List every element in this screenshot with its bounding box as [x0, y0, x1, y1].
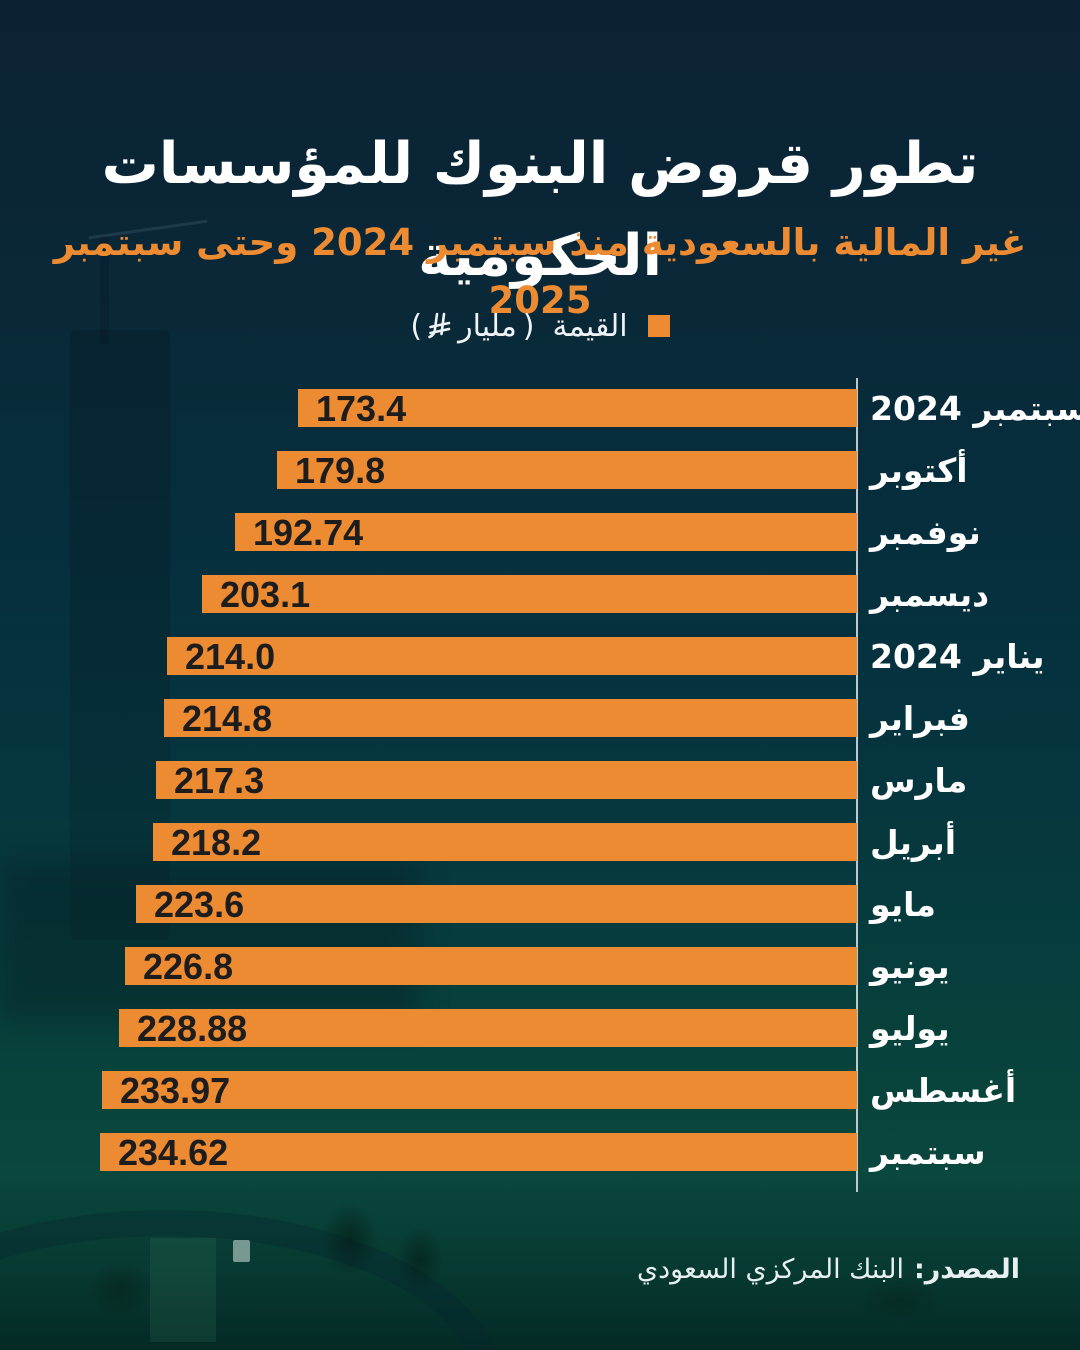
chart-row: 223.6 مايو — [0, 885, 1080, 947]
category-label: أغسطس — [870, 1070, 1017, 1110]
bar-value-label: 217.3 — [174, 760, 265, 801]
bar: 223.6 — [136, 884, 857, 925]
chart-row: 233.97 أغسطس — [0, 1071, 1080, 1133]
bar-value-label: 192.74 — [253, 512, 364, 553]
background-small-sign — [233, 1240, 250, 1262]
source-value: البنك المركزي السعودي — [636, 1254, 904, 1285]
bar: 234.62 — [100, 1132, 857, 1173]
chart-row: 203.1 ديسمبر — [0, 575, 1080, 637]
bar-chart-rows: 173.4 سبتمبر 2024 179.8 أكتوبر 192.74 نو… — [0, 389, 1080, 1195]
page-title: تطور قروض البنوك للمؤسسات الحكومية — [101, 131, 979, 289]
bar: 179.8 — [277, 450, 857, 491]
bar: 226.8 — [125, 946, 857, 987]
source-label: المصدر: — [913, 1254, 1020, 1285]
bar: 228.88 — [119, 1008, 857, 1049]
bar-value-label: 226.8 — [143, 946, 234, 987]
saudi-riyal-icon — [428, 312, 451, 339]
legend-color-swatch — [647, 315, 670, 337]
bar: 233.97 — [102, 1070, 857, 1111]
chart-axis-line — [856, 378, 858, 1192]
bar-value-label: 173.4 — [316, 388, 407, 429]
source-line: المصدر: البنك المركزي السعودي — [637, 1254, 1020, 1285]
category-label: يناير 2024 — [870, 636, 1045, 676]
bar-value-label: 203.1 — [220, 574, 311, 615]
bar-chart: 173.4 سبتمبر 2024 179.8 أكتوبر 192.74 نو… — [0, 389, 1080, 1195]
legend-series-name: القيمة — [552, 308, 628, 344]
bar-value-label: 179.8 — [295, 450, 386, 491]
chart-row: 228.88 يوليو — [0, 1009, 1080, 1071]
category-label: يونيو — [870, 946, 950, 986]
legend-unit: مليار — [458, 308, 517, 344]
chart-row: 179.8 أكتوبر — [0, 451, 1080, 513]
chart-row: 218.2 أبريل — [0, 823, 1080, 885]
page-subtitle: غير المالية بالسعودية منذ سبتمبر 2024 وح… — [53, 221, 1027, 322]
category-label: ديسمبر — [870, 574, 990, 614]
background-road-arc — [0, 1210, 502, 1350]
bar: 214.0 — [167, 636, 857, 677]
chart-row: 173.4 سبتمبر 2024 — [0, 389, 1080, 451]
bar: 192.74 — [235, 512, 857, 553]
category-label: أكتوبر — [870, 450, 968, 490]
bar: 217.3 — [156, 760, 857, 801]
bar-value-label: 234.62 — [118, 1132, 229, 1173]
bar-value-label: 218.2 — [171, 822, 262, 863]
bar-value-label: 214.8 — [182, 698, 273, 739]
bar: 203.1 — [202, 574, 857, 615]
chart-row: 214.0 يناير 2024 — [0, 637, 1080, 699]
legend-open-paren: ( — [410, 308, 423, 344]
bar-value-label: 214.0 — [185, 636, 276, 677]
bar-value-label: 228.88 — [137, 1008, 248, 1049]
bar: 218.2 — [153, 822, 857, 863]
background-billboard — [150, 1238, 216, 1342]
chart-row: 214.8 فبراير — [0, 699, 1080, 761]
chart-legend: ( مليار ) القيمة — [0, 300, 1080, 352]
category-label: سبتمبر — [870, 1132, 986, 1172]
bar: 173.4 — [298, 388, 857, 429]
chart-row: 234.62 سبتمبر — [0, 1133, 1080, 1195]
category-label: أبريل — [870, 822, 957, 862]
bar-value-label: 223.6 — [154, 884, 245, 925]
category-label: نوفمبر — [870, 512, 981, 552]
category-label: يوليو — [870, 1008, 950, 1048]
category-label: فبراير — [870, 698, 970, 738]
category-label: مارس — [870, 760, 968, 800]
chart-row: 226.8 يونيو — [0, 947, 1080, 1009]
chart-row: 217.3 مارس — [0, 761, 1080, 823]
bar: 214.8 — [164, 698, 857, 739]
category-label: مايو — [870, 884, 936, 924]
bar-value-label: 233.97 — [120, 1070, 231, 1111]
category-label: سبتمبر 2024 — [870, 388, 1080, 428]
legend-close-paren: ) — [522, 308, 535, 344]
chart-row: 192.74 نوفمبر — [0, 513, 1080, 575]
